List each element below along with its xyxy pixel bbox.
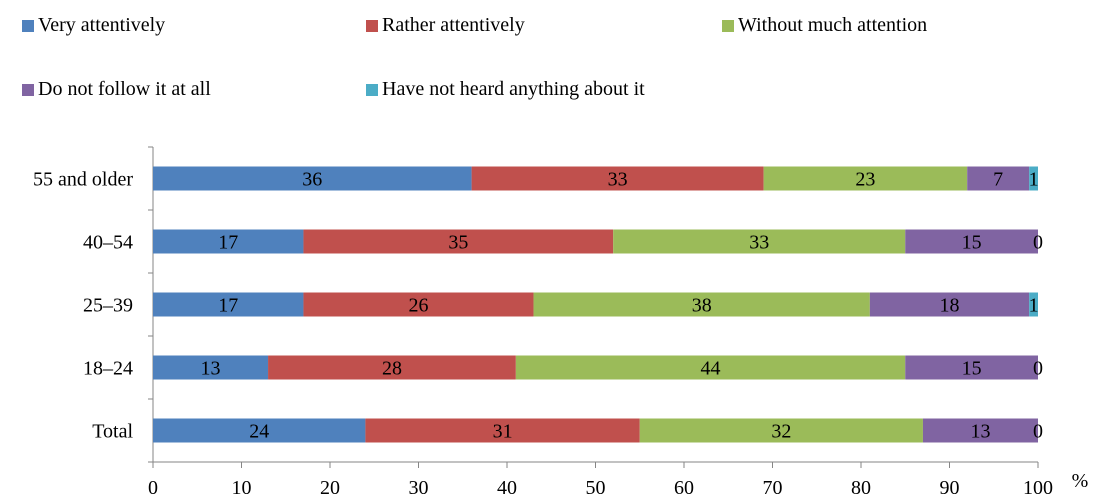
legend-swatch	[366, 83, 378, 96]
bar-segment	[869, 292, 1030, 317]
data-label: 15	[962, 232, 982, 254]
data-label: 28	[382, 358, 402, 380]
legend-item-have-not-heard: Have not heard anything about it	[366, 78, 645, 101]
category-label: Total	[92, 421, 133, 443]
bar-segment	[153, 166, 472, 191]
bar-segment	[922, 418, 1038, 443]
data-label: 0	[1033, 232, 1043, 254]
data-label: 38	[692, 295, 712, 317]
bar-segment	[967, 166, 1030, 191]
data-label: 33	[608, 169, 628, 191]
data-label: 23	[855, 169, 875, 191]
bar-segment	[153, 418, 366, 443]
legend-label: Rather attentively	[382, 14, 525, 36]
data-label: 1	[1029, 295, 1039, 317]
data-label: 44	[701, 358, 721, 380]
legend-swatch	[366, 19, 378, 32]
bar-segment	[905, 355, 1038, 380]
legend-label: Without much attention	[738, 14, 928, 36]
legend-item-do-not-follow: Do not follow it at all	[22, 78, 211, 101]
x-tick-label: 60	[674, 477, 694, 499]
legend-label: Very attentively	[38, 14, 166, 36]
legend-item-very-attentively: Very attentively	[22, 14, 165, 37]
category-label: 55 and older	[33, 169, 133, 191]
bar-segment	[153, 229, 304, 254]
data-label: 26	[409, 295, 429, 317]
legend-swatch	[22, 83, 34, 96]
data-label: 36	[302, 169, 322, 191]
bar-segment	[365, 418, 640, 443]
bar-segment	[471, 166, 764, 191]
bar-segment	[613, 229, 906, 254]
category-label: 40–54	[83, 232, 133, 254]
data-label: 13	[970, 421, 990, 443]
bar-segment	[268, 355, 516, 380]
x-tick-label: 100	[1023, 477, 1053, 499]
x-tick-label: 80	[851, 477, 871, 499]
legend-item-without-much-attention: Without much attention	[722, 14, 927, 37]
category-label: 25–39	[83, 295, 133, 317]
bar-segment	[533, 292, 870, 317]
x-tick-label: 10	[232, 477, 252, 499]
legend-swatch	[22, 19, 34, 32]
data-label: 24	[249, 421, 269, 443]
data-label: 13	[201, 358, 221, 380]
bar-segment	[515, 355, 906, 380]
bar-segment	[1029, 166, 1038, 191]
x-tick-label: 20	[320, 477, 340, 499]
bar-segment	[639, 418, 923, 443]
x-tick-label: 70	[763, 477, 783, 499]
bar-segment	[1029, 292, 1038, 317]
data-label: 33	[749, 232, 769, 254]
x-tick-label: 50	[586, 477, 606, 499]
data-label: 32	[771, 421, 791, 443]
x-tick-label: 30	[409, 477, 429, 499]
bar-segment	[303, 229, 614, 254]
category-label: 18–24	[83, 358, 133, 380]
bar-segment	[303, 292, 534, 317]
legend-item-rather-attentively: Rather attentively	[366, 14, 525, 37]
data-label: 17	[218, 232, 238, 254]
bar-segment	[905, 229, 1038, 254]
legend-swatch	[722, 19, 734, 32]
bar-segment	[763, 166, 968, 191]
legend-label: Do not follow it at all	[38, 78, 211, 100]
x-tick-label: 90	[940, 477, 960, 499]
data-label: 35	[448, 232, 468, 254]
data-label: 18	[940, 295, 960, 317]
data-label: 7	[993, 169, 1003, 191]
bar-segment	[153, 355, 269, 380]
data-label: 1	[1029, 169, 1039, 191]
x-tick-label: 40	[497, 477, 517, 499]
data-label: 17	[218, 295, 238, 317]
data-label: 0	[1033, 421, 1043, 443]
bar-segment	[153, 292, 304, 317]
chart-legend: Very attentively Rather attentively With…	[0, 0, 1094, 120]
data-label: 0	[1033, 358, 1043, 380]
data-label: 15	[962, 358, 982, 380]
x-axis-unit: %	[1072, 470, 1089, 492]
legend-label: Have not heard anything about it	[382, 78, 645, 100]
x-tick-label: 0	[148, 477, 158, 499]
data-label: 31	[493, 421, 513, 443]
